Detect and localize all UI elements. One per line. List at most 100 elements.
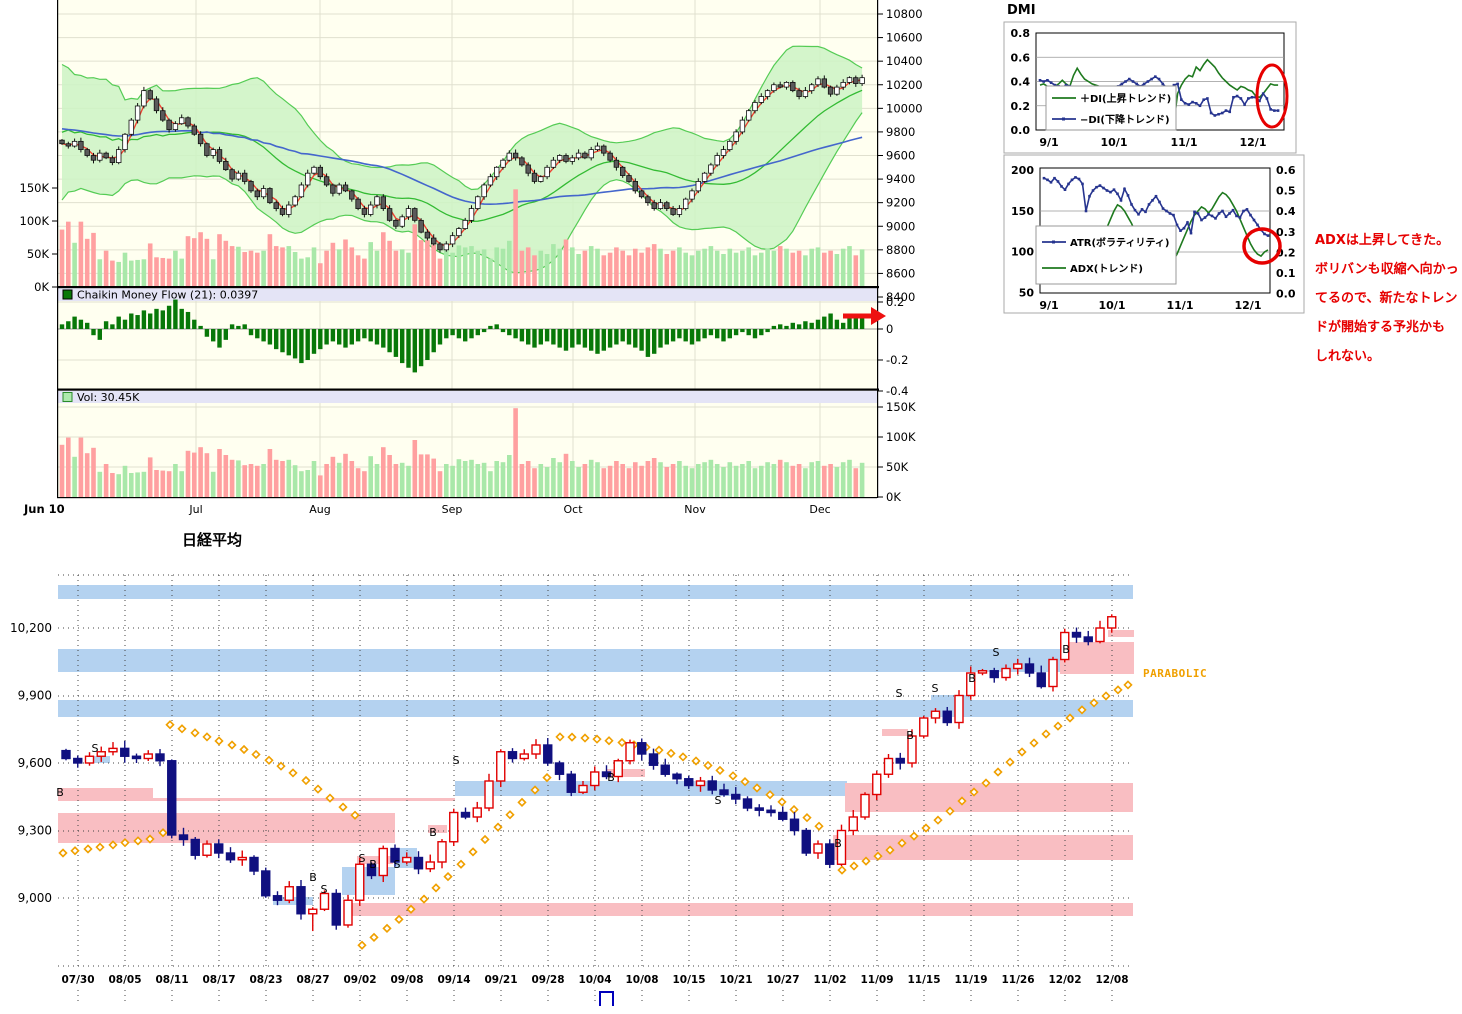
candle-body (122, 133, 128, 151)
candle-body (601, 771, 612, 778)
candle-body (778, 811, 788, 820)
vol-bar (525, 461, 531, 497)
atr-y-label: 50 (1019, 286, 1035, 299)
vol-bar (639, 465, 644, 497)
candle-body (657, 202, 664, 209)
minus-di-dot (1265, 97, 1269, 100)
volume-bar (462, 247, 468, 287)
cmf-bar (633, 329, 638, 348)
candle-body (670, 208, 676, 215)
candle-body (279, 208, 286, 215)
psar-dot (505, 810, 515, 820)
vol-bar (658, 462, 663, 497)
candle-body (197, 133, 204, 145)
volume-bar (72, 242, 77, 287)
psar-dot (108, 840, 118, 850)
vol-bar (305, 470, 310, 497)
vol-bar (620, 464, 625, 497)
cmf-bar (626, 329, 632, 345)
atr-dot (1235, 214, 1238, 218)
candle-body (155, 753, 165, 762)
psar-dot (394, 914, 404, 925)
minus-di-dot (1042, 80, 1046, 83)
pink-band (58, 813, 395, 843)
psar-dot (177, 724, 187, 734)
cmf-bar (444, 329, 449, 339)
candle-body (496, 751, 506, 782)
vol-bar (733, 465, 739, 497)
atr-dot (1266, 234, 1270, 237)
candle-body (802, 90, 809, 97)
vol-bar (651, 458, 657, 497)
vol-bar (412, 440, 418, 497)
vol-bar (381, 447, 386, 497)
vol-header-bg (58, 391, 877, 403)
atr-dot (1151, 199, 1154, 202)
candle-body (166, 119, 172, 130)
volume-bar (689, 255, 695, 287)
atr-dot (1224, 215, 1228, 219)
vol-bar (242, 465, 247, 497)
cmf-bar (406, 329, 411, 368)
candle-body (425, 861, 435, 870)
candle-body (821, 78, 827, 88)
volume-bar (110, 260, 115, 287)
psar-dot (789, 804, 799, 815)
volume-bar (305, 257, 310, 287)
atr-y-label: 100 (1011, 246, 1034, 259)
cmf-bar (551, 329, 556, 345)
cmf-bar (154, 308, 159, 329)
nikkei-x-label: 10/27 (766, 974, 799, 986)
psar-dot (202, 732, 212, 742)
cmf-bar (601, 329, 606, 351)
minus-di-dot (1243, 103, 1246, 106)
atr-y-label: 200 (1011, 164, 1034, 177)
note-line: ADXは上昇してきた。 (1315, 233, 1450, 248)
candle-body (235, 172, 242, 180)
cmf-bar (494, 324, 499, 329)
minus-di-dot (1146, 80, 1150, 83)
cmf-bar (746, 329, 751, 336)
cmf-bar (381, 329, 386, 348)
volume-bar (570, 247, 575, 287)
candle-body (323, 176, 330, 186)
candle-body (190, 838, 200, 856)
vol-bar (677, 461, 682, 497)
atr-dot (1210, 214, 1214, 218)
candle-body (557, 155, 563, 161)
candle-body (349, 190, 355, 200)
minus-di-dot (1142, 82, 1146, 86)
candle-body (607, 152, 613, 161)
vol-bar (500, 462, 506, 497)
cmf-tick-label: -0.4 (886, 384, 908, 398)
candle-body (771, 84, 777, 92)
candle-body (550, 159, 557, 168)
psar-dot (580, 733, 590, 743)
vol-bar (614, 461, 619, 497)
psar-dot (1017, 747, 1027, 757)
pink-band (357, 856, 393, 864)
nikkei-x-label: 11/15 (907, 974, 940, 986)
price-tick-label: 8600 (886, 266, 915, 280)
psar-dot (728, 771, 738, 781)
psar-dot (715, 765, 725, 776)
pink-band (58, 788, 153, 801)
candle-body (695, 181, 701, 192)
volume-bar (538, 250, 544, 287)
candle-body (827, 86, 834, 95)
vol-bar (784, 462, 789, 497)
candle-body (764, 90, 771, 97)
legend-adx: ADX(トレンド) (1070, 263, 1143, 275)
axis-right (877, 0, 879, 498)
candle-body (815, 78, 821, 86)
vol-bar (809, 462, 814, 497)
candle-body (733, 131, 739, 142)
cmf-bar (721, 329, 726, 342)
atr-dot (1042, 176, 1046, 180)
candle-body (178, 117, 185, 125)
vol-bar (834, 467, 840, 497)
vol-bar (607, 465, 613, 497)
nikkei-candlestick-chart: 日経平均 10,200 9,900 9,600 9,300 9,000 07/30 08/05… (10, 531, 1207, 1006)
psar-dot (617, 737, 627, 748)
volume-bar (626, 255, 632, 287)
